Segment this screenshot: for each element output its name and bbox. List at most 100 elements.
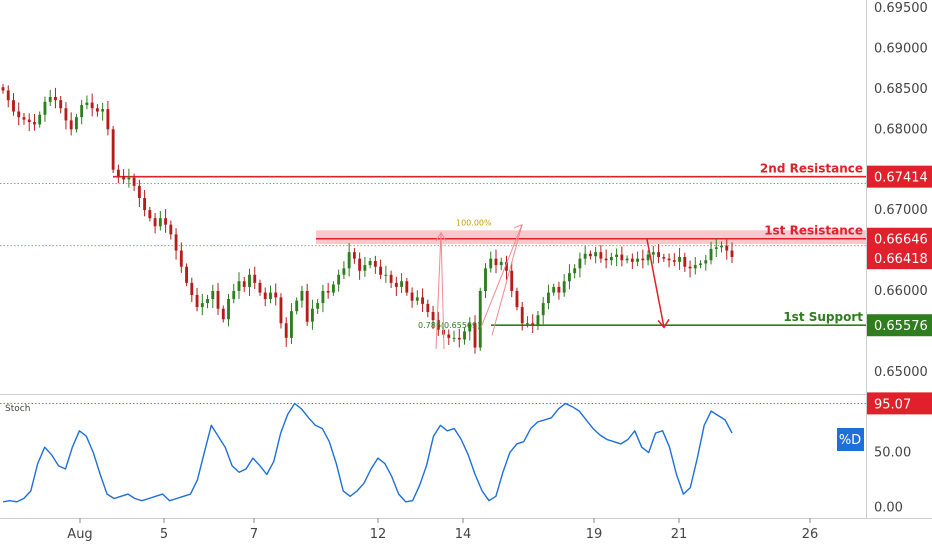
candle-body-105 [552,286,556,293]
candle-body-6 [33,122,36,125]
candle-body-9 [48,96,52,102]
time-tick-label-2: 7 [250,527,258,542]
candle-body-103 [541,303,545,316]
candle-body-109 [573,268,577,274]
candle-body-114 [599,252,603,259]
candle-body-33 [174,234,178,251]
candle-body-18 [95,108,99,112]
candle-body-138 [725,245,729,251]
candle-body-104 [547,292,550,304]
current-price-badge-bg [867,247,932,270]
candle-body-82 [431,311,435,321]
candle-body-54 [284,323,288,338]
candle-body-118 [620,254,624,261]
candle-body-56 [295,300,299,312]
candle-body-45 [237,281,241,291]
stoch-tick-label-1: 0.00 [874,500,903,515]
price-tick-label-4: 0.67000 [874,203,928,218]
candle-body-124 [651,252,655,255]
stoch-d-badge-text: %D [839,433,861,448]
candle-body-67 [352,252,356,259]
candle-body-98 [515,290,519,308]
candle-body-66 [347,252,351,269]
candle-body-15 [80,105,84,118]
candle-body-41 [216,290,220,309]
level-badge-0-text: 0.67414 [874,171,928,186]
time-tick-label-7: 26 [802,527,819,542]
level-label-1: 1st Resistance [764,224,863,238]
candle-body-119 [625,258,629,261]
candle-body-0 [1,87,5,91]
candle-body-40 [211,290,215,300]
candle-body-55 [290,311,293,338]
candle-body-46 [242,281,246,287]
bearish-arrow-head [657,318,670,329]
candle-body-72 [379,266,383,275]
candle-body-22 [116,169,120,177]
fib-label-top: 100.00% [456,218,492,227]
candle-body-1 [6,90,10,101]
candle-body-50 [263,292,267,300]
stoch-title: Stoch [5,404,30,414]
candle-body-120 [630,258,634,262]
candle-body-48 [253,274,257,283]
candle-body-94 [494,258,498,266]
candle-body-102 [536,315,540,325]
candle-body-31 [164,218,168,225]
candle-body-131 [688,266,692,269]
candle-body-101 [531,323,535,325]
candle-body-71 [373,261,377,267]
candle-body-44 [232,290,236,300]
stoch-level-badge-bg [867,392,932,415]
candle-body-65 [342,268,346,275]
candle-body-35 [185,266,188,283]
candle-body-80 [421,297,425,304]
level-badge-2-bg [867,314,932,337]
candle-body-90 [473,323,477,348]
level-label-0: 2nd Resistance [760,162,863,176]
candle-body-92 [484,268,487,291]
candle-body-36 [190,282,194,295]
time-tick-label-0: Aug [67,527,92,542]
time-tick-label-6: 21 [671,527,688,542]
candle-body-53 [279,297,283,324]
candle-body-23 [122,176,126,180]
bearish-arrow-shaft [646,239,665,328]
price-tick-label-6: 0.65000 [874,365,928,380]
candle-body-57 [300,290,304,301]
candle-body-34 [179,250,183,267]
candle-body-68 [358,258,362,271]
candle-body-79 [415,297,419,301]
projection-arrowhead-2 [513,223,523,233]
level-badge-0-bg [867,165,932,188]
candle-body-19 [101,109,105,112]
candle-body-47 [248,274,251,287]
candle-body-27 [143,198,147,211]
candle-body-52 [274,292,278,298]
candle-body-127 [667,258,671,261]
resistance-zone [316,230,866,245]
level-badge-1-text: 0.66646 [874,233,928,248]
candle-body-7 [38,114,42,125]
candle-body-61 [321,290,325,304]
candle-body-83 [436,320,440,330]
candle-body-88 [463,331,466,340]
candle-body-26 [137,185,141,198]
candle-body-130 [683,257,687,267]
candle-body-87 [457,337,461,340]
candle-body-39 [206,299,209,304]
candle-body-137 [720,245,723,248]
candle-body-126 [662,257,666,259]
candle-body-29 [153,218,157,227]
candle-body-78 [410,292,414,301]
candle-body-112 [588,253,592,257]
candle-body-95 [499,261,503,266]
candle-body-2 [12,100,15,112]
candle-body-74 [389,274,393,283]
candle-body-21 [111,129,115,170]
candle-body-75 [394,282,398,287]
candle-body-24 [127,177,131,180]
candle-body-125 [657,252,661,258]
candle-body-100 [526,323,529,325]
candle-body-139 [730,250,734,258]
